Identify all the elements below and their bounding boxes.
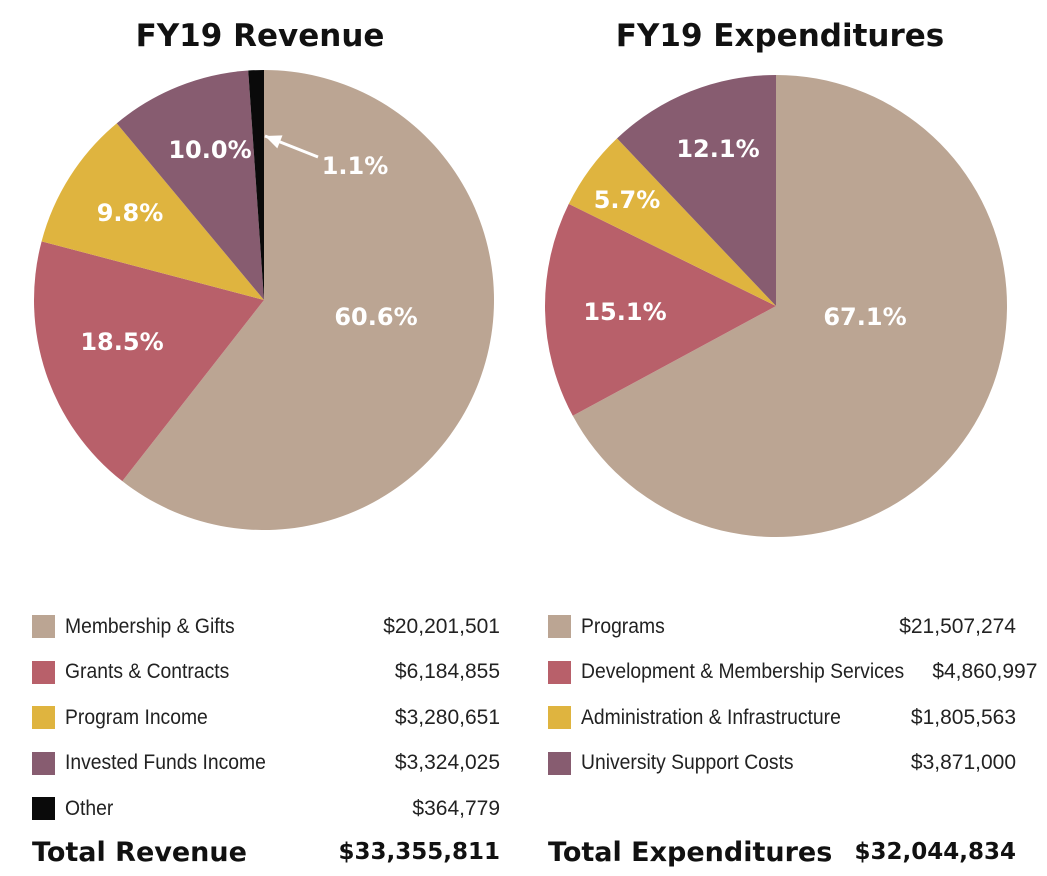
slice-label-program-income: 9.8% (97, 199, 164, 227)
legend-swatch (548, 706, 571, 730)
legend-value: $3,871,000 (910, 751, 1016, 775)
pie-slice-grants-contracts (33, 241, 264, 482)
legend-swatch (548, 660, 571, 684)
total-expenditures-label: Total Expenditures (548, 836, 833, 868)
revenue-total-row: Total Revenue $33,355,811 (32, 834, 500, 870)
legend-label: Program Income (65, 705, 208, 729)
slice-label-administration-infrastructure: 5.7% (594, 186, 661, 214)
legend-value: $1,805,563 (910, 705, 1016, 729)
legend-row-administration-infrastructure: Administration & Infrastructure $1,805,5… (548, 695, 1016, 741)
legend-row-other: Other $364,779 (32, 786, 500, 832)
legend-label: Development & Membership Services (581, 660, 905, 684)
legend-value: $3,324,025 (394, 751, 500, 775)
slice-label-programs: 67.1% (823, 303, 906, 331)
callout-arrow-head (265, 135, 283, 149)
slice-label-invested-funds-income: 10.0% (168, 136, 251, 164)
total-revenue-value: $33,355,811 (338, 839, 500, 865)
legend-swatch (32, 615, 55, 639)
expenditures-legend: Programs $21,507,274 Development & Membe… (548, 604, 1037, 787)
legend-label: Other (65, 796, 114, 820)
pie-slice-invested-funds-income (116, 70, 265, 300)
legend-label: University Support Costs (581, 751, 794, 775)
legend-swatch (32, 751, 55, 775)
legend-swatch (32, 706, 55, 730)
pie-slice-development-membership-services (545, 203, 776, 416)
pie-slice-administration-infrastructure (568, 138, 776, 306)
legend-value: $364,779 (412, 796, 500, 820)
slice-label-other: 1.1% (322, 152, 389, 180)
slice-label-membership-gifts: 60.6% (334, 303, 417, 331)
legend-swatch (32, 660, 55, 684)
pie-slice-other (248, 70, 264, 300)
slice-label-development-membership-services: 15.1% (583, 298, 666, 326)
pie-slice-program-income (41, 123, 264, 300)
total-revenue-label: Total Revenue (32, 836, 247, 868)
legend-label: Administration & Infrastructure (581, 705, 841, 729)
revenue-panel: FY19 Revenue 60.6% 18.5% 9.8% 10.0% 1.1% Mem… (0, 0, 520, 876)
revenue-pie-chart: 60.6% 18.5% 9.8% 10.0% 1.1% (33, 70, 495, 530)
legend-label: Membership & Gifts (65, 614, 235, 638)
legend-label: Invested Funds Income (65, 751, 266, 775)
revenue-chart-title: FY19 Revenue (135, 18, 385, 54)
legend-swatch (548, 751, 571, 775)
legend-value: $4,860,997 (932, 660, 1038, 684)
legend-label: Programs (581, 614, 665, 638)
legend-row-grants-contracts: Grants & Contracts $6,184,855 (32, 650, 500, 696)
pie-slice-membership-gifts (122, 70, 495, 530)
legend-swatch (548, 615, 571, 639)
expenditures-total-row: Total Expenditures $32,044,834 (548, 834, 1016, 870)
legend-row-university-support: University Support Costs $3,871,000 (548, 741, 1016, 787)
legend-value: $6,184,855 (394, 660, 500, 684)
slice-label-grants-contracts: 18.5% (80, 328, 163, 356)
legend-value: $20,201,501 (383, 614, 500, 638)
legend-row-programs: Programs $21,507,274 (548, 604, 1016, 650)
total-expenditures-value: $32,044,834 (854, 839, 1016, 865)
legend-label: Grants & Contracts (65, 660, 230, 684)
legend-value: $21,507,274 (899, 614, 1016, 638)
slice-label-university-support-costs: 12.1% (676, 135, 759, 163)
legend-row-development-membership: Development & Membership Services $4,860… (548, 650, 1037, 696)
legend-row-invested-funds-income: Invested Funds Income $3,324,025 (32, 741, 500, 787)
expenditures-chart-title: FY19 Expenditures (615, 18, 945, 54)
expenditures-pie-chart: 67.1% 15.1% 5.7% 12.1% (545, 75, 1008, 537)
legend-row-membership-gifts: Membership & Gifts $20,201,501 (32, 604, 500, 650)
pie-slice-programs (572, 75, 1008, 537)
legend-value: $3,280,651 (394, 705, 500, 729)
legend-swatch (32, 797, 55, 821)
legend-row-program-income: Program Income $3,280,651 (32, 695, 500, 741)
pie-slice-university-support-costs (617, 75, 776, 306)
expenditures-panel: FY19 Expenditures 67.1% 15.1% 5.7% 12.1% Pr… (520, 0, 1040, 876)
revenue-legend: Membership & Gifts $20,201,501 Grants & … (32, 604, 500, 832)
